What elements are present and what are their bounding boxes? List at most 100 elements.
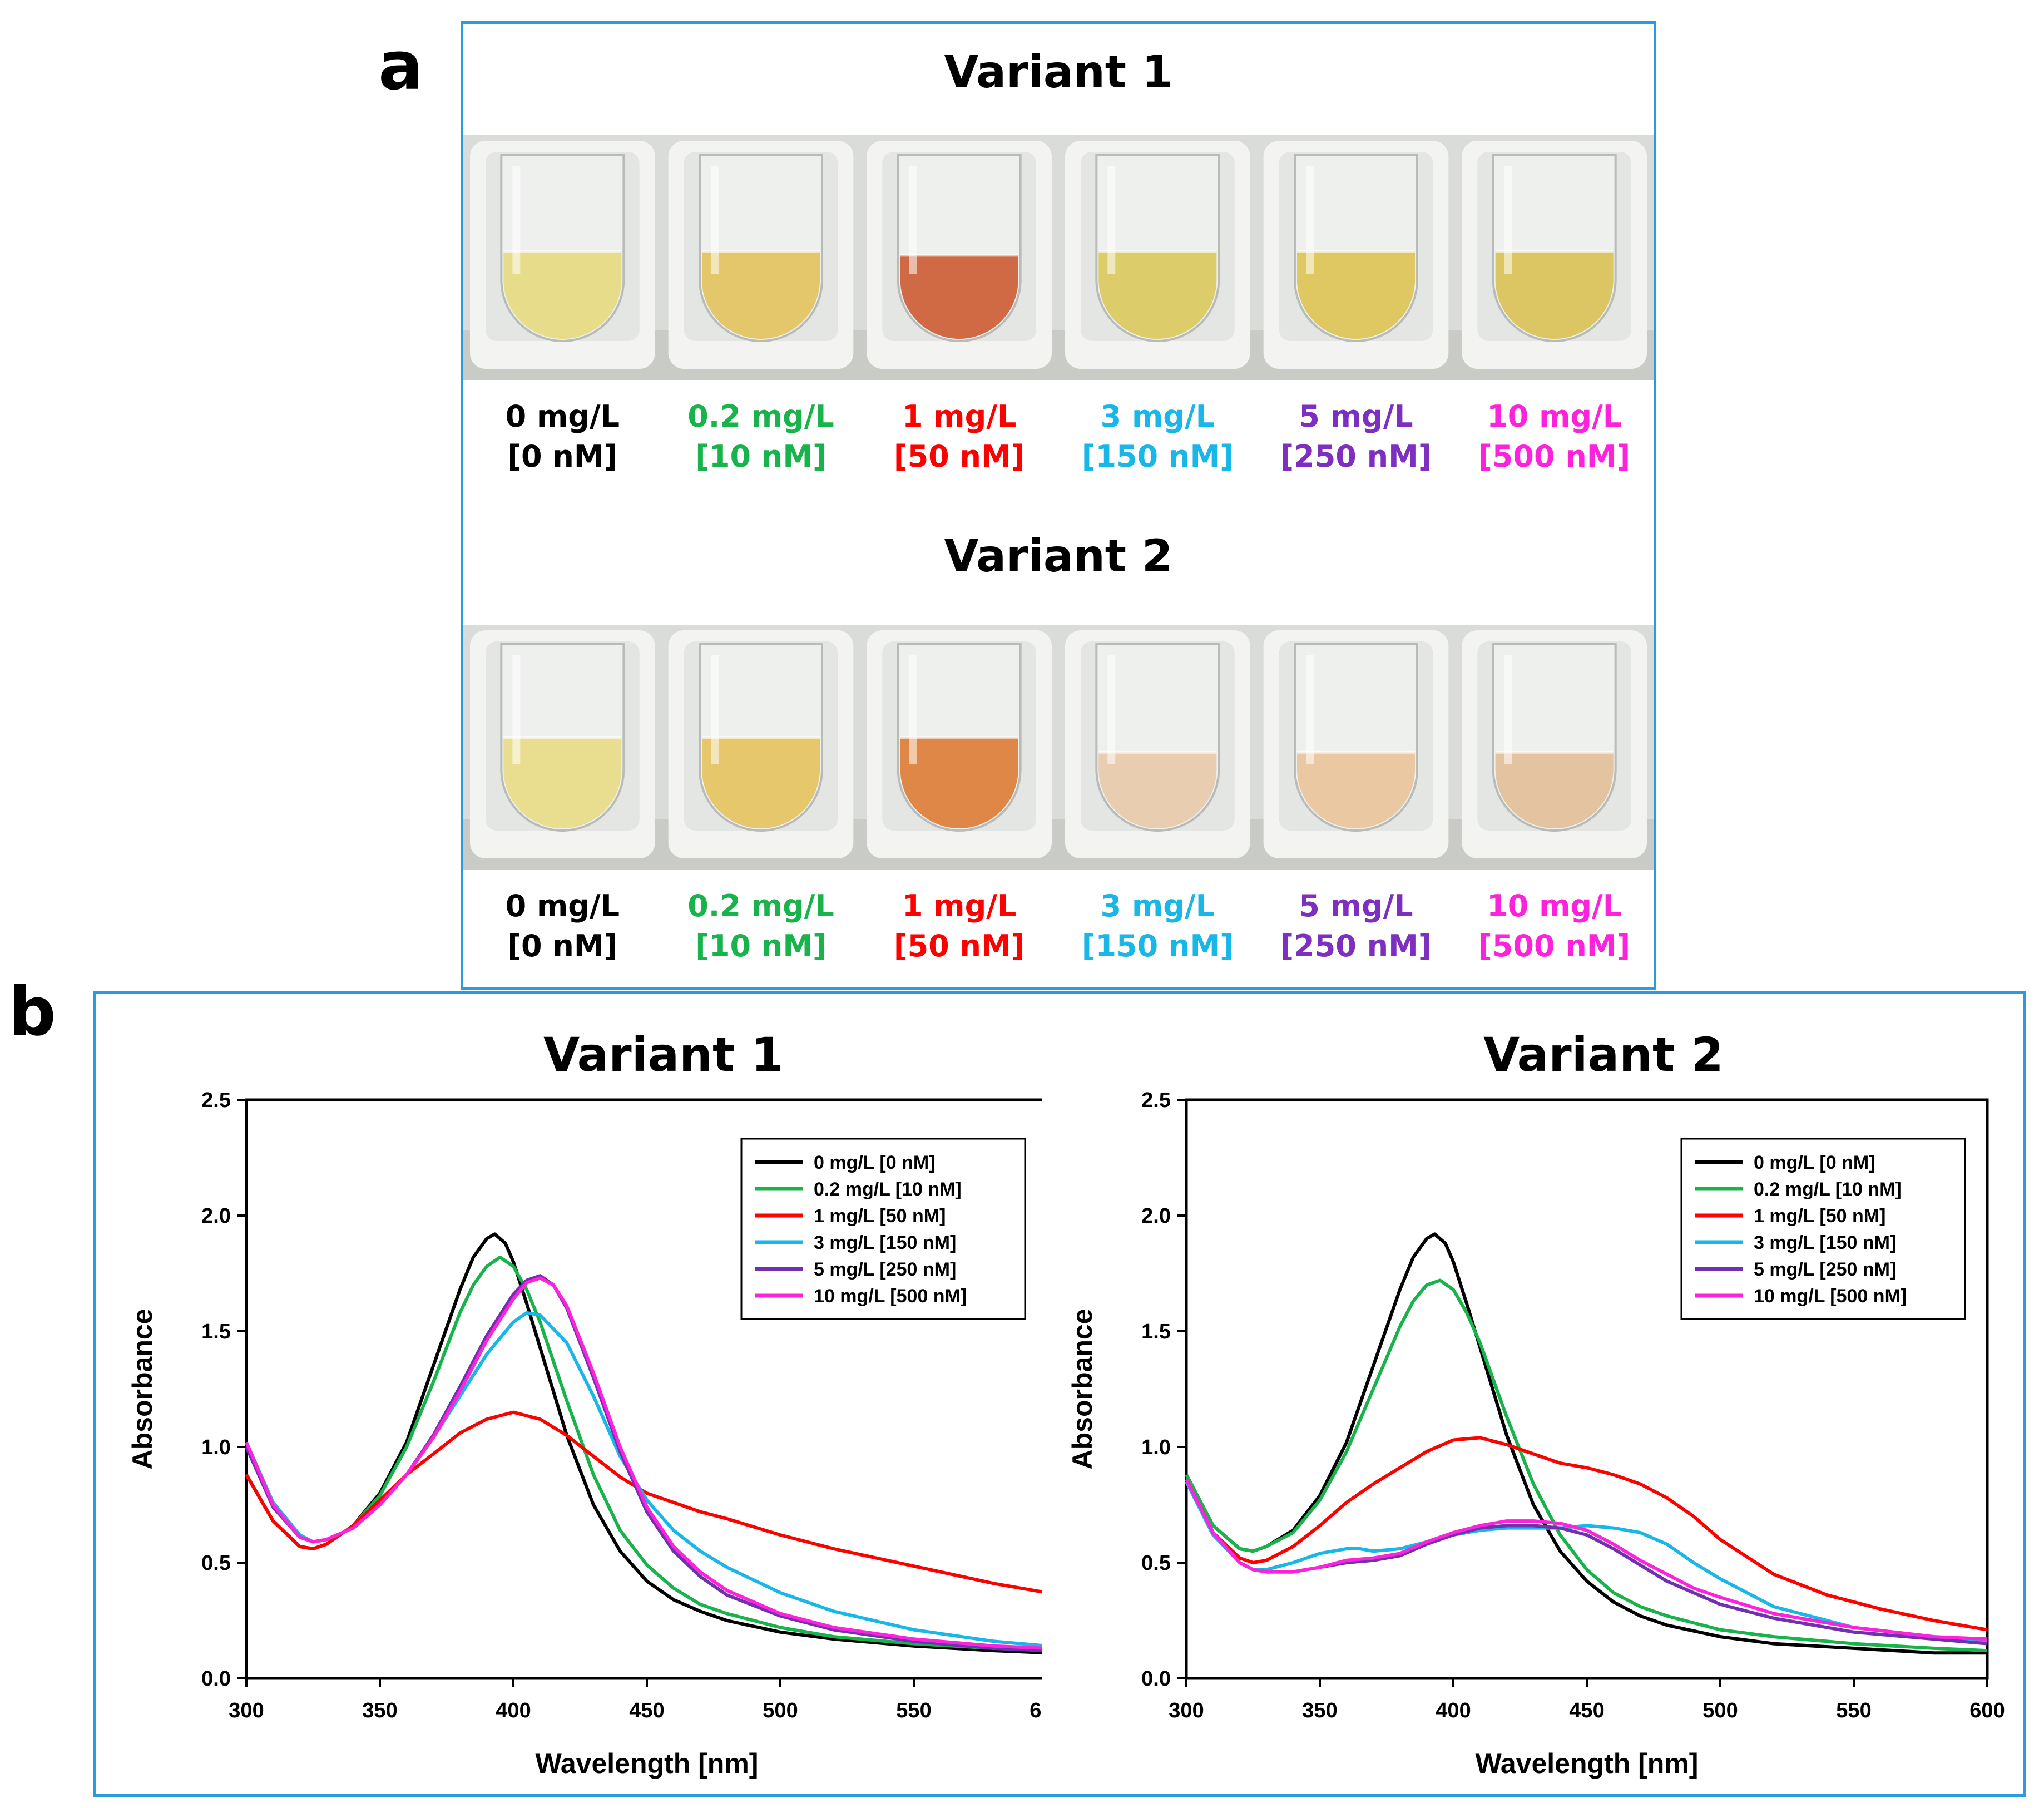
variant-1-title: Variant 1 (944, 46, 1173, 98)
chart-2-title: Variant 2 (1483, 1028, 1724, 1082)
mass-concentration: 10 mg/L (1487, 399, 1622, 434)
glass-highlight (1504, 655, 1512, 764)
sample-tube-1 (470, 141, 655, 369)
x-tick-label: 350 (1302, 1699, 1337, 1722)
mass-concentration: 10 mg/L (1487, 888, 1622, 923)
molar-concentration: [250 nM] (1280, 439, 1432, 474)
molar-concentration: [150 nM] (1081, 928, 1234, 964)
chart-1-title: Variant 1 (543, 1028, 784, 1082)
sample-tube-2 (668, 630, 854, 858)
tube-liquid (1297, 251, 1415, 339)
mass-concentration: 1 mg/L (902, 888, 1017, 923)
sample-tube-4 (1065, 630, 1250, 858)
glass-highlight (1107, 655, 1116, 764)
mass-concentration: 3 mg/L (1100, 888, 1215, 923)
tube-liquid (702, 251, 820, 339)
y-axis-label: Absorbance (127, 1309, 158, 1470)
tube-liquid (900, 255, 1018, 339)
molar-concentration: [150 nM] (1081, 439, 1234, 474)
concentration-label-4: 3 mg/L [150 nM] (1068, 397, 1246, 477)
molar-concentration: [0 nM] (507, 928, 618, 964)
series-line-4 (1185, 1481, 1988, 1643)
y-tick-label: 0.0 (1141, 1667, 1171, 1691)
mass-concentration: 1 mg/L (902, 399, 1017, 434)
legend-label: 0 mg/L [0 nM] (1754, 1152, 1875, 1173)
variant-2-block: Variant 2 0 mg/L [0 nM] 0.2 mg/L [10 nM] 1 m… (463, 513, 1654, 992)
y-tick-label: 0.5 (1141, 1552, 1171, 1575)
concentration-label-2: 0.2 mg/L [10 nM] (672, 397, 850, 477)
y-tick-label: 2.0 (201, 1204, 231, 1228)
series-line-6 (245, 1276, 1042, 1650)
series-line-3 (1185, 1436, 1988, 1632)
molar-concentration: [500 nM] (1478, 928, 1631, 964)
x-tick-label: 600 (1030, 1699, 1042, 1722)
mass-concentration: 0 mg/L (505, 399, 620, 434)
series-line-2 (1185, 1278, 1988, 1653)
variant-2-tube-photo (463, 625, 1654, 870)
x-tick-label: 450 (629, 1699, 664, 1722)
spectrum-chart-variant-2: 300 350 400 450 500 550 600 0.0 0.5 1.0 1.5 2.0 2.5 W… (1067, 1089, 2005, 1779)
molar-concentration: [0 nM] (507, 439, 618, 474)
x-tick-label: 600 (1969, 1699, 2005, 1722)
glass-highlight (512, 166, 521, 274)
concentration-label-1: 0 mg/L [0 nM] (473, 886, 651, 966)
molar-concentration: [250 nM] (1280, 928, 1432, 964)
y-tick-label: 1.5 (201, 1320, 231, 1343)
y-tick-label: 1.5 (1141, 1320, 1171, 1343)
glass-highlight (909, 655, 917, 764)
concentration-label-5: 5 mg/L [250 nM] (1267, 397, 1445, 477)
legend-label: 1 mg/L [50 nM] (1754, 1206, 1885, 1227)
series-line-4 (245, 1311, 1042, 1647)
sample-tube-3 (867, 141, 1052, 369)
tube-liquid (702, 737, 820, 828)
mass-concentration: 0.2 mg/L (687, 399, 834, 434)
glass-highlight (1504, 166, 1512, 274)
rack-base (463, 819, 1654, 870)
x-tick-label: 350 (362, 1699, 397, 1722)
x-tick-label: 400 (496, 1699, 531, 1722)
sample-tube-2 (668, 141, 854, 369)
variant-1-tube-photo (463, 135, 1654, 380)
y-tick-label: 0.5 (201, 1552, 231, 1575)
legend-box (1680, 1138, 1966, 1320)
glass-highlight (711, 655, 719, 764)
legend-label: 0 mg/L [0 nM] (814, 1152, 936, 1173)
x-axis-label: Wavelength [nm] (536, 1748, 759, 1779)
mass-concentration: 3 mg/L (1100, 399, 1215, 434)
glass-highlight (1107, 166, 1116, 274)
variant-1-block: Variant 1 0 mg/L [0 nM] 0.2 mg/L [10 nM] 1 m… (463, 24, 1654, 502)
legend-label: 10 mg/L [500 nM] (814, 1286, 967, 1307)
glass-highlight (512, 655, 521, 764)
y-tick-label: 2.0 (1141, 1204, 1171, 1228)
legend-label: 1 mg/L [50 nM] (814, 1206, 946, 1227)
y-tick-label: 1.0 (1141, 1436, 1171, 1459)
tube-liquid (1297, 752, 1415, 828)
x-tick-label: 450 (1569, 1699, 1604, 1722)
tube-liquid (1098, 251, 1217, 339)
series-line-5 (245, 1274, 1042, 1652)
variant-2-title: Variant 2 (944, 530, 1173, 582)
tube-liquid (1495, 752, 1614, 828)
tube-liquid (503, 737, 622, 828)
legend-label: 0.2 mg/L [10 nM] (814, 1179, 962, 1200)
panel-b-frame: Variant 1 Variant 2 300 350 400 450 500 550 6 0… (93, 991, 2026, 1797)
series-line-3 (245, 1410, 1042, 1594)
glass-highlight (1306, 655, 1314, 764)
panel-b-letter: b (8, 974, 56, 1051)
legend: 0 mg/L [0 nM] 0.2 mg/L [10 nM] 1 mg/L [50 … (740, 1138, 1026, 1320)
glass-highlight (711, 166, 719, 274)
x-tick-label: 550 (896, 1699, 931, 1722)
concentration-label-2: 0.2 mg/L [10 nM] (672, 886, 850, 966)
tube-liquid (1495, 251, 1614, 339)
molar-concentration: [50 nM] (893, 928, 1025, 964)
spectrum-chart-variant-1: 300 350 400 450 500 550 600 0.0 0.5 1.0 1.5 2.0 2.5 W… (127, 1089, 1042, 1779)
concentration-label-3: 1 mg/L [50 nM] (870, 397, 1048, 477)
legend-label: 0.2 mg/L [10 nM] (1754, 1179, 1902, 1200)
legend-box (740, 1138, 1026, 1320)
molar-concentration: [500 nM] (1478, 439, 1631, 474)
sample-tube-5 (1263, 141, 1449, 369)
sample-tube-6 (1462, 141, 1647, 369)
rack-base (463, 330, 1654, 380)
sample-tube-3 (867, 630, 1052, 858)
x-axis-label: Wavelength [nm] (1476, 1748, 1699, 1779)
